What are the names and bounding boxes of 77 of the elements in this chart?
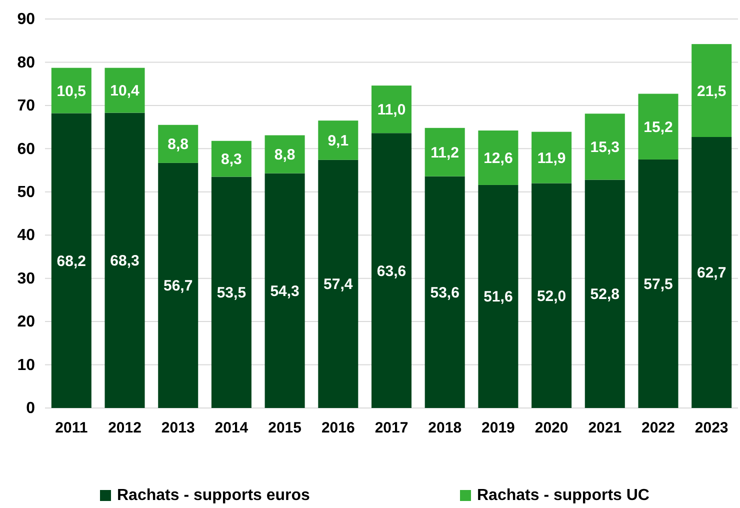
- data-label: 53,6: [430, 284, 460, 302]
- data-label: 62,7: [696, 264, 726, 282]
- legend-label: Rachats - supports euros: [117, 487, 310, 504]
- x-tick-label: 2017: [374, 420, 408, 437]
- data-label: 52,8: [590, 286, 620, 304]
- data-label: 21,5: [696, 82, 726, 100]
- x-tick-label: 2020: [534, 420, 568, 437]
- bar: [532, 183, 572, 408]
- bar: [104, 68, 145, 113]
- bar: [318, 160, 358, 408]
- bar: [211, 140, 252, 177]
- x-tick-label: 2011: [55, 420, 88, 437]
- data-label: 56,7: [164, 278, 193, 295]
- bar: [51, 68, 92, 114]
- data-label: 57,4: [324, 276, 354, 294]
- x-tick-label: 2022: [642, 420, 675, 437]
- bar: [478, 184, 518, 408]
- x-tick-label: 2021: [588, 420, 622, 437]
- y-tick-label: 20: [17, 314, 36, 331]
- bar: [158, 162, 198, 408]
- data-label: 11,0: [377, 102, 406, 119]
- y-tick-label: 70: [17, 98, 36, 115]
- data-label: 68,3: [110, 252, 140, 270]
- data-label: 8,8: [168, 136, 189, 154]
- bar: [104, 112, 145, 408]
- y-tick-label: 40: [17, 227, 36, 244]
- data-label: 10,5: [56, 82, 86, 100]
- bar: [532, 132, 572, 184]
- y-tick-label: 80: [17, 54, 36, 72]
- bar: [584, 180, 625, 408]
- data-label: 63,6: [376, 262, 406, 280]
- x-tick-label: 2019: [482, 420, 515, 437]
- x-tick-label: 2023: [694, 420, 728, 437]
- bar: [478, 130, 518, 185]
- data-label: 15,3: [590, 138, 620, 156]
- bar: [584, 114, 625, 180]
- data-label: 8,8: [274, 146, 296, 164]
- x-tick-label: 2016: [321, 420, 355, 437]
- data-label: 52,0: [536, 288, 566, 305]
- y-tick-label: 0: [26, 400, 36, 418]
- bar: [158, 124, 198, 163]
- data-label: 51,6: [484, 288, 513, 306]
- bar: [371, 86, 412, 134]
- bar: [318, 120, 358, 160]
- x-tick-label: 2015: [268, 420, 302, 437]
- y-tick-label: 30: [17, 270, 36, 288]
- data-label: 15,2: [644, 118, 673, 136]
- x-tick-label: 2012: [108, 420, 142, 437]
- bar: [692, 44, 732, 137]
- bar: [692, 136, 732, 408]
- data-label: 10,4: [110, 82, 140, 100]
- data-label: 53,5: [216, 284, 246, 302]
- bar: [264, 135, 305, 174]
- bar: [211, 176, 252, 408]
- y-tick-label: 90: [17, 11, 36, 28]
- bar: [638, 94, 678, 160]
- y-tick-label: 50: [17, 184, 36, 202]
- data-label: 8,3: [221, 151, 242, 168]
- data-label: 12,6: [484, 150, 513, 167]
- data-label: 11,9: [537, 150, 566, 167]
- data-label: 57,5: [644, 276, 673, 293]
- data-label: 54,3: [270, 282, 300, 300]
- bar: [424, 128, 465, 176]
- y-tick-label: 60: [17, 140, 36, 158]
- legend-label: Rachats - supports UC: [477, 487, 650, 504]
- y-tick-label: 10: [17, 356, 36, 374]
- data-label: 9,1: [328, 132, 349, 150]
- x-tick-label: 2018: [428, 420, 462, 437]
- x-tick-label: 2014: [214, 420, 249, 437]
- bar: [638, 159, 678, 408]
- data-label: 11,2: [430, 144, 460, 162]
- x-tick-label: 2013: [161, 420, 195, 437]
- bar: [424, 176, 465, 408]
- bar: [371, 133, 412, 408]
- data-label: 68,2: [56, 252, 86, 270]
- bar: [264, 173, 305, 408]
- bar: [51, 113, 92, 408]
